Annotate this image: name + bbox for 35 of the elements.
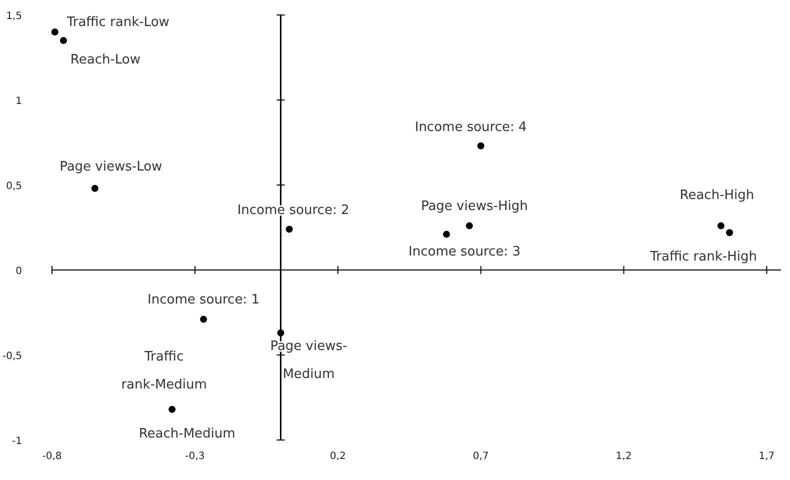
annotation: Traffic rank-Medium	[121, 349, 207, 392]
point	[466, 222, 473, 230]
x-tick-label: -0,8	[42, 451, 62, 462]
y-tick-label: 1,5	[6, 11, 22, 22]
x-tick-label: 1,7	[758, 451, 775, 462]
y-tick-label: 0	[16, 266, 22, 277]
point	[200, 316, 208, 323]
annotation: Reach-High	[680, 188, 754, 203]
x-tick-label: -0,3	[185, 451, 205, 462]
annotation: Reach-Medium	[138, 426, 236, 442]
x-tick-label: 0,2	[330, 451, 346, 462]
y-tick-label: 1	[16, 96, 22, 107]
point	[60, 37, 67, 44]
point	[91, 184, 98, 192]
annotation: Income source: 4	[414, 120, 527, 135]
annotation: Income source: 3	[408, 244, 520, 260]
annotation: Page views-Low	[60, 159, 163, 174]
annotation: Traffic rank-High	[649, 250, 757, 265]
annotation: Page views-High	[420, 198, 528, 214]
annotation: Income source: 1	[148, 292, 260, 308]
point	[477, 142, 484, 150]
point	[286, 226, 293, 233]
point	[717, 222, 724, 230]
point	[277, 329, 284, 336]
point	[51, 28, 58, 36]
y-tick-label: 0,5	[6, 181, 22, 192]
x-tick-label: 1,2	[616, 451, 632, 462]
point	[726, 229, 734, 236]
y-tick-label: -0,5	[2, 351, 22, 362]
annotation: Reach-Low	[70, 52, 141, 68]
annotation: Traffic rank-Low	[66, 15, 170, 30]
point	[443, 230, 450, 238]
y-tick-label: -1	[12, 436, 22, 447]
point	[168, 406, 176, 413]
x-tick-label: 0,7	[472, 451, 489, 462]
